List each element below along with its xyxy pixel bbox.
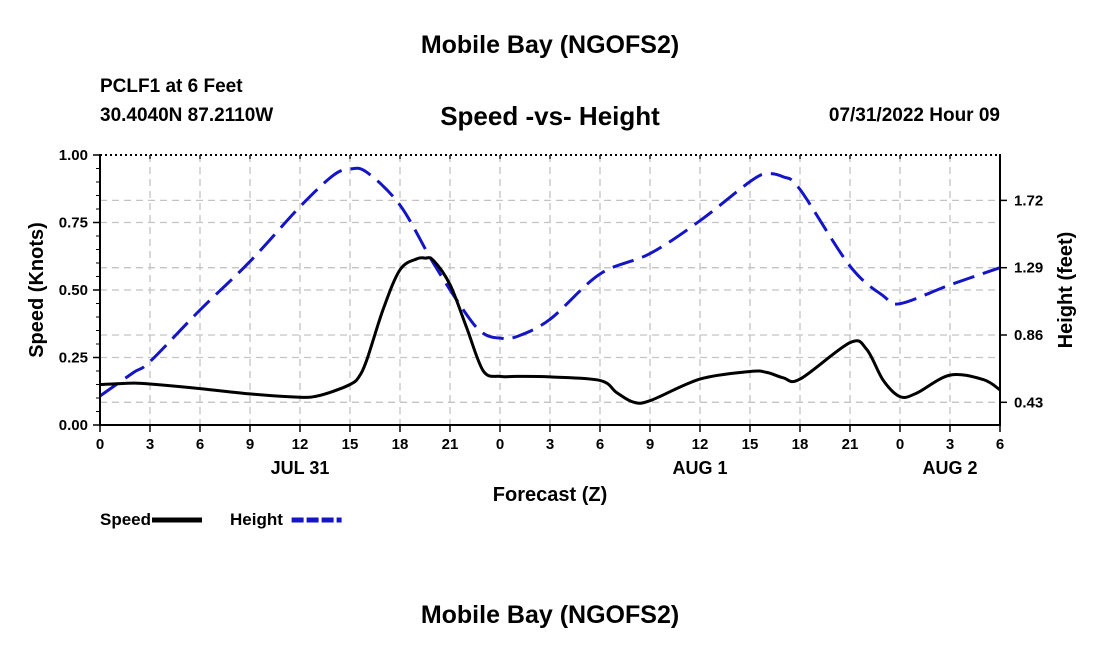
x-tick-label: 21: [842, 436, 859, 453]
legend-label-height: Height: [230, 510, 283, 529]
x-tick-label: 0: [96, 436, 104, 453]
y-left-tick-label: 0.50: [59, 282, 88, 299]
y-left-tick-label: 0.25: [59, 350, 88, 367]
y-left-axis-title: Speed (Knots): [26, 222, 48, 358]
y-left-tick-label: 0.00: [59, 417, 88, 434]
x-tick-label: 18: [792, 436, 809, 453]
grid: [100, 155, 1000, 425]
axes: 0 3 6 9 12 15 18 21 0 3 6 9 12 15 18 21 0 3 6 JUL 31 AUG 1 AU…: [26, 147, 1077, 506]
chart-subtitle: Speed -vs- Height: [440, 101, 660, 131]
date-label: JUL 31: [271, 458, 330, 478]
station-label: PCLF1 at 6 Feet: [100, 76, 243, 97]
date-label: AUG 2: [922, 458, 977, 478]
x-tick-label: 15: [342, 436, 359, 453]
y-left-tick-label: 0.75: [59, 215, 88, 232]
x-tick-label: 6: [996, 436, 1004, 453]
y-right-axis-title: Height (feet): [1055, 232, 1077, 349]
speed-series-line: [99, 256, 1001, 405]
y-right-tick-label: 1.72: [1014, 192, 1043, 209]
forecast-datetime: 07/31/2022 Hour 09: [828, 105, 1000, 126]
x-tick-label: 12: [292, 436, 309, 453]
x-tick-label: 18: [392, 436, 409, 453]
y-right-tick-label: 0.43: [1014, 394, 1043, 411]
x-tick-label: 15: [742, 436, 759, 453]
x-tick-label: 3: [546, 436, 554, 453]
x-tick-label: 21: [442, 436, 459, 453]
x-tick-label: 6: [196, 436, 204, 453]
x-tick-label: 3: [146, 436, 154, 453]
x-tick-label: 0: [496, 436, 504, 453]
x-tick-label: 0: [896, 436, 904, 453]
x-tick-label: 9: [646, 436, 654, 453]
x-tick-label: 12: [692, 436, 709, 453]
coordinates-label: 30.4040N 87.2110W: [100, 105, 274, 126]
y-right-tick-label: 1.29: [1014, 260, 1043, 277]
y-left-tick-label: 1.00: [59, 147, 88, 164]
x-tick-label: 9: [246, 436, 254, 453]
x-axis-title: Forecast (Z): [493, 484, 607, 506]
legend-label-speed: Speed: [100, 510, 151, 529]
x-tick-label: 6: [596, 436, 604, 453]
chart-title: Mobile Bay (NGOFS2): [420, 31, 680, 59]
series-layer: [99, 166, 1001, 405]
x-tick-label: 3: [946, 436, 954, 453]
legend: Speed Height: [100, 510, 342, 529]
height-series-line: [99, 166, 1001, 398]
date-label: AUG 1: [672, 458, 727, 478]
footer-title: Mobile Bay (NGOFS2): [420, 601, 680, 629]
y-right-tick-label: 0.86: [1014, 327, 1043, 344]
